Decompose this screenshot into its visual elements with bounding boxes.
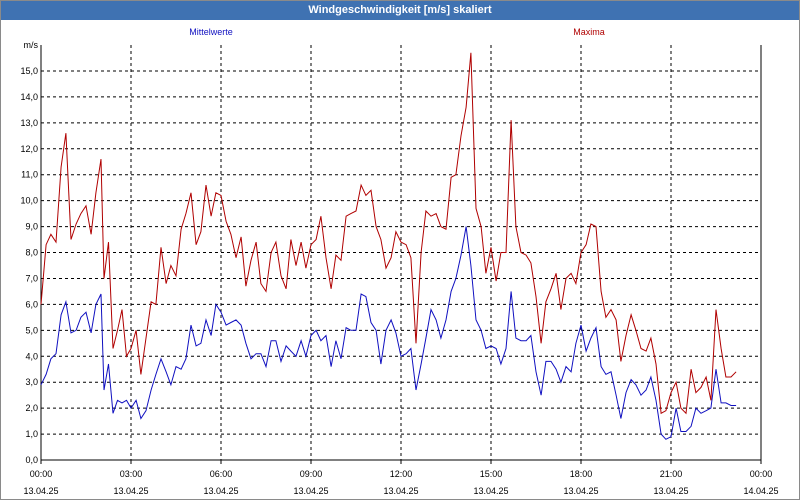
x-tick-date: 13.04.25: [203, 486, 238, 496]
y-tick-label: 5,0: [25, 325, 38, 335]
x-tick-date: 13.04.25: [383, 486, 418, 496]
y-tick-label: 2,0: [25, 403, 38, 413]
y-tick-label: 14,0: [20, 92, 38, 102]
y-tick-label: 15,0: [20, 66, 38, 76]
x-tick-date: 13.04.25: [113, 486, 148, 496]
y-tick-label: 6,0: [25, 299, 38, 309]
y-tick-label: 13,0: [20, 118, 38, 128]
y-tick-label: 12,0: [20, 144, 38, 154]
y-tick-label: 10,0: [20, 196, 38, 206]
x-tick-time: 03:00: [120, 469, 143, 479]
y-tick-label: 4,0: [25, 351, 38, 361]
legend-label: Maxima: [573, 27, 605, 37]
series-line-maxima: [40, 52, 737, 415]
y-tick-label: 8,0: [25, 248, 38, 258]
x-tick-time: 12:00: [390, 469, 413, 479]
y-tick-label: 1,0: [25, 429, 38, 439]
window-title: Windgeschwindigkeit [m/s] skaliert: [1, 1, 799, 20]
y-tick-label: 11,0: [21, 170, 38, 180]
x-tick-date: 14.04.25: [743, 486, 778, 496]
x-tick-time: 00:00: [30, 469, 53, 479]
x-tick-date: 13.04.25: [293, 486, 328, 496]
x-tick-time: 18:00: [570, 469, 593, 479]
y-tick-label: 3,0: [25, 377, 38, 387]
y-tick-label: 7,0: [25, 273, 38, 283]
x-tick-time: 15:00: [480, 469, 503, 479]
x-tick-date: 13.04.25: [23, 486, 58, 496]
x-tick-date: 13.04.25: [653, 486, 688, 496]
x-tick-time: 09:00: [300, 469, 323, 479]
x-tick-date: 13.04.25: [473, 486, 508, 496]
legend-label: Mittelwerte: [189, 27, 233, 37]
y-tick-label: 0,0: [25, 455, 38, 465]
series-line-mittelwerte: [40, 226, 737, 440]
y-axis-label: m/s: [24, 40, 39, 50]
x-tick-time: 06:00: [210, 469, 233, 479]
x-tick-date: 13.04.25: [563, 486, 598, 496]
y-tick-label: 9,0: [25, 222, 38, 232]
chart-svg: 0,0 1,0 2,0 3,0 4,0 5,0 6,0 7,0 8,0 9,0 10,0 11,0 12…: [20, 27, 778, 496]
x-tick-time: 00:00: [750, 469, 773, 479]
x-tick-time: 21:00: [660, 469, 683, 479]
